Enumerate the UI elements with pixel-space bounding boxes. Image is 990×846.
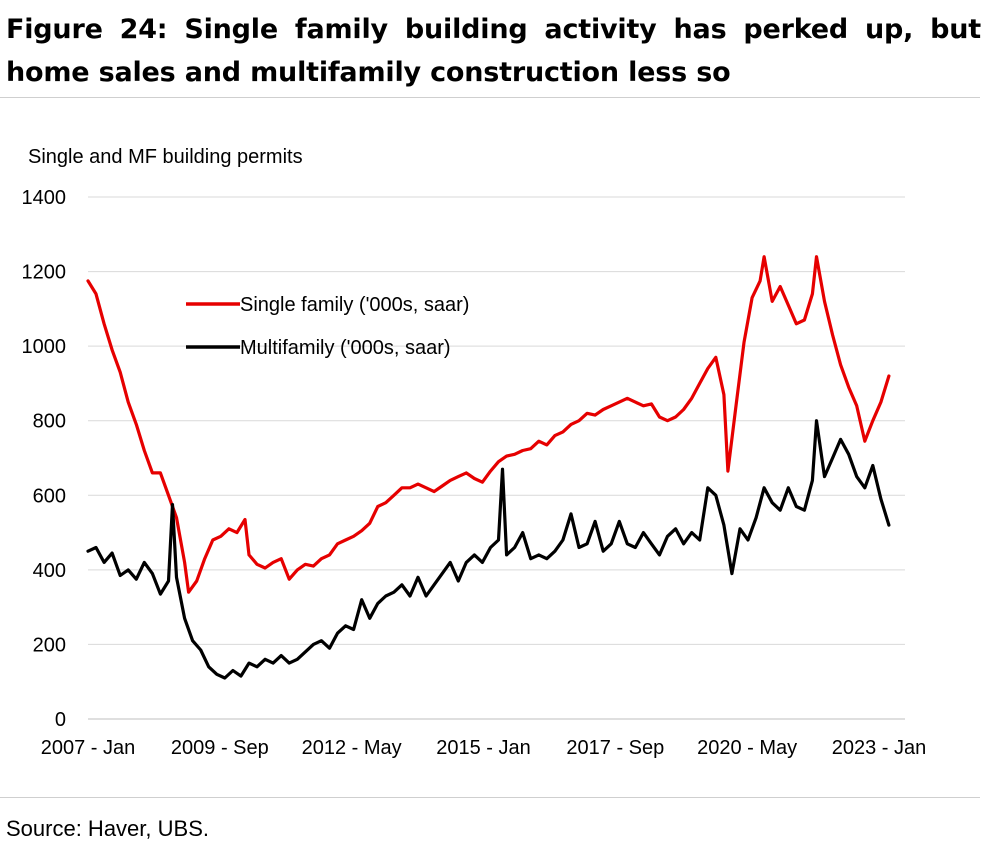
source-divider	[0, 797, 980, 798]
multifamily-line	[86, 419, 891, 680]
source-note: Source: Haver, UBS.	[6, 816, 209, 841]
legend: Single family ('000s, saar) Multifamily (…	[186, 294, 469, 359]
figure-title: Figure 24: Single family building activi…	[6, 14, 981, 88]
y-axis-label: Single and MF building permits	[28, 146, 303, 168]
y-tick-label: 0	[55, 709, 66, 731]
line-chart: Single and MF building permits 0 200 400 60…	[22, 146, 927, 759]
x-tick-label: 2020 - May	[697, 737, 797, 759]
y-tick-label: 200	[33, 634, 66, 656]
y-tick-label: 600	[33, 485, 66, 507]
data-lines	[86, 255, 891, 680]
legend-label: Multifamily ('000s, saar)	[240, 337, 451, 359]
x-axis-ticks: 2007 - Jan 2009 - Sep 2012 - May 2015 - Jan…	[41, 737, 927, 759]
single-family-line	[86, 255, 891, 594]
y-tick-label: 400	[33, 560, 66, 582]
legend-label: Single family ('000s, saar)	[240, 294, 469, 316]
y-tick-label: 1400	[22, 187, 67, 209]
x-tick-label: 2009 - Sep	[171, 737, 269, 759]
gridlines	[88, 196, 905, 720]
title-divider	[0, 97, 980, 98]
x-tick-label: 2017 - Sep	[566, 737, 664, 759]
y-axis-ticks: 0 200 400 600 800 1000 1200 1400	[22, 187, 67, 731]
y-tick-label: 800	[33, 411, 66, 433]
x-tick-label: 2012 - May	[302, 737, 402, 759]
x-tick-label: 2023 - Jan	[832, 737, 927, 759]
y-tick-label: 1000	[22, 336, 67, 358]
x-tick-label: 2015 - Jan	[436, 737, 531, 759]
y-tick-label: 1200	[22, 262, 67, 284]
x-tick-label: 2007 - Jan	[41, 737, 136, 759]
